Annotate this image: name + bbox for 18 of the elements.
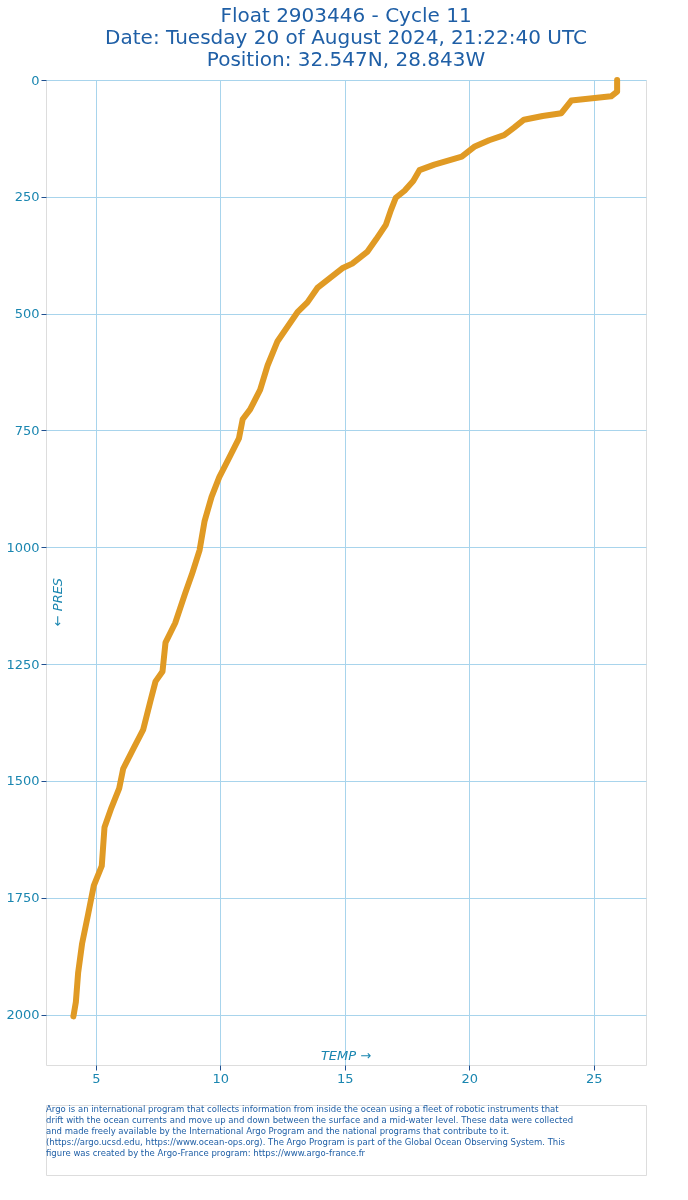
x-tick-label: 25	[585, 1070, 603, 1086]
y-tick-label: 500	[14, 306, 40, 322]
y-tick-label: 2000	[6, 1007, 40, 1023]
x-tick-label: 5	[92, 1070, 101, 1086]
y-tick-label: 1750	[6, 890, 40, 906]
y-tick-label: 1000	[6, 539, 40, 555]
y-axis-title: ← PRES	[50, 577, 65, 627]
y-tick-label: 1250	[6, 656, 40, 672]
y-tick-label: 1500	[6, 773, 40, 789]
x-tick-label: 20	[461, 1070, 479, 1086]
y-tick-label: 250	[14, 189, 40, 205]
y-tick-label: 0	[31, 72, 40, 88]
x-tick-label: 15	[336, 1070, 354, 1086]
y-tick-label: 750	[14, 422, 40, 438]
x-tick-label: 10	[212, 1070, 230, 1086]
x-axis-title: TEMP →	[320, 1048, 372, 1063]
chart-title: Float 2903446 - Cycle 11 Date: Tuesday 20 of August 2024, 21:22:40 UTC Position: 32.547N, 28.843W	[105, 3, 587, 71]
text: Argo is an international program that collects information from inside the ocean using a fleet of robotic instruments that drift with the ocean currents and move up and down between the surface and a mid-water level. These data were collected and made freely available by the International Argo Program and the national programs that contribute to it. (https://argo.ucsd.edu, https://www.ocean-ops.org). The Argo Program is part of the Global Ocean Observing System. This figure was created by the Argo-France program: https://www.argo-france.fr	[46, 1104, 574, 1158]
